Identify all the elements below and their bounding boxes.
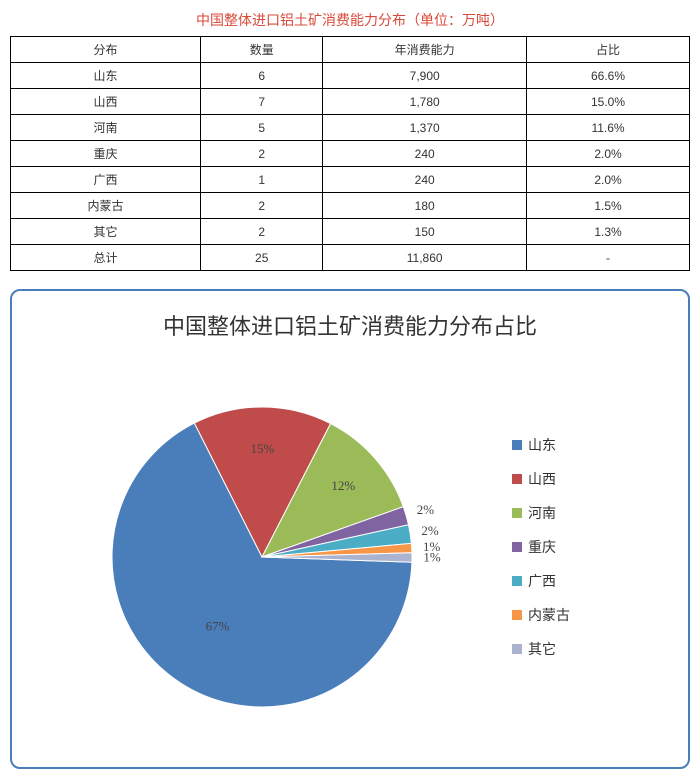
legend-label: 山东 bbox=[528, 435, 556, 455]
table-row: 山东67,90066.6% bbox=[11, 63, 690, 89]
legend-item: 山东 bbox=[512, 435, 570, 455]
legend-swatch bbox=[512, 508, 522, 518]
table-cell: - bbox=[527, 245, 690, 271]
table-cell: 150 bbox=[323, 219, 527, 245]
legend-label: 河南 bbox=[528, 503, 556, 523]
legend-item: 其它 bbox=[512, 639, 570, 659]
legend-item: 内蒙古 bbox=[512, 605, 570, 625]
chart-legend: 山东山西河南重庆广西内蒙古其它 bbox=[512, 421, 570, 673]
table-cell: 66.6% bbox=[527, 63, 690, 89]
table-cell: 11.6% bbox=[527, 115, 690, 141]
table-cell: 内蒙古 bbox=[11, 193, 201, 219]
legend-label: 其它 bbox=[528, 639, 556, 659]
pie-slice-label: 2% bbox=[421, 523, 439, 538]
table-cell: 180 bbox=[323, 193, 527, 219]
legend-label: 广西 bbox=[528, 571, 556, 591]
legend-swatch bbox=[512, 576, 522, 586]
table-cell: 河南 bbox=[11, 115, 201, 141]
table-cell: 11,860 bbox=[323, 245, 527, 271]
legend-label: 重庆 bbox=[528, 537, 556, 557]
pie-slice-label: 1% bbox=[423, 550, 441, 565]
table-header: 年消费能力 bbox=[323, 37, 527, 63]
pie-slice-label: 2% bbox=[417, 502, 435, 517]
table-cell: 25 bbox=[201, 245, 323, 271]
table-cell: 7,900 bbox=[323, 63, 527, 89]
legend-swatch bbox=[512, 542, 522, 552]
table-cell: 重庆 bbox=[11, 141, 201, 167]
legend-item: 广西 bbox=[512, 571, 570, 591]
table-header: 数量 bbox=[201, 37, 323, 63]
pie-chart-container: 中国整体进口铝土矿消费能力分布占比 67%15%12%2%2%1%1% 山东山西… bbox=[10, 289, 690, 769]
table-title: 中国整体进口铝土矿消费能力分布（单位：万吨） bbox=[10, 10, 690, 30]
table-row: 重庆22402.0% bbox=[11, 141, 690, 167]
legend-label: 山西 bbox=[528, 469, 556, 489]
table-cell: 15.0% bbox=[527, 89, 690, 115]
table-cell: 1,370 bbox=[323, 115, 527, 141]
pie-slice-label: 12% bbox=[331, 478, 355, 493]
pie-slice-label: 67% bbox=[206, 619, 230, 634]
table-cell: 其它 bbox=[11, 219, 201, 245]
table-row: 内蒙古21801.5% bbox=[11, 193, 690, 219]
table-cell: 1.5% bbox=[527, 193, 690, 219]
data-table: 分布数量年消费能力占比 山东67,90066.6%山西71,78015.0%河南… bbox=[10, 36, 690, 271]
table-cell: 7 bbox=[201, 89, 323, 115]
table-cell: 1,780 bbox=[323, 89, 527, 115]
pie-chart: 67%15%12%2%2%1%1% bbox=[32, 347, 512, 747]
table-cell: 1 bbox=[201, 167, 323, 193]
table-row: 广西12402.0% bbox=[11, 167, 690, 193]
legend-swatch bbox=[512, 440, 522, 450]
table-row: 总计2511,860- bbox=[11, 245, 690, 271]
pie-slice-label: 15% bbox=[250, 441, 274, 456]
legend-swatch bbox=[512, 644, 522, 654]
table-cell: 广西 bbox=[11, 167, 201, 193]
table-cell: 总计 bbox=[11, 245, 201, 271]
table-cell: 6 bbox=[201, 63, 323, 89]
table-row: 其它21501.3% bbox=[11, 219, 690, 245]
legend-item: 重庆 bbox=[512, 537, 570, 557]
table-cell: 2.0% bbox=[527, 167, 690, 193]
legend-swatch bbox=[512, 474, 522, 484]
table-cell: 2 bbox=[201, 219, 323, 245]
table-cell: 2.0% bbox=[527, 141, 690, 167]
legend-swatch bbox=[512, 610, 522, 620]
table-cell: 240 bbox=[323, 167, 527, 193]
legend-label: 内蒙古 bbox=[528, 605, 570, 625]
table-header: 占比 bbox=[527, 37, 690, 63]
legend-item: 河南 bbox=[512, 503, 570, 523]
table-row: 山西71,78015.0% bbox=[11, 89, 690, 115]
table-cell: 山西 bbox=[11, 89, 201, 115]
table-cell: 240 bbox=[323, 141, 527, 167]
table-cell: 山东 bbox=[11, 63, 201, 89]
table-cell: 2 bbox=[201, 193, 323, 219]
table-cell: 5 bbox=[201, 115, 323, 141]
table-cell: 2 bbox=[201, 141, 323, 167]
table-cell: 1.3% bbox=[527, 219, 690, 245]
legend-item: 山西 bbox=[512, 469, 570, 489]
table-row: 河南51,37011.6% bbox=[11, 115, 690, 141]
table-header: 分布 bbox=[11, 37, 201, 63]
chart-title: 中国整体进口铝土矿消费能力分布占比 bbox=[32, 309, 668, 341]
